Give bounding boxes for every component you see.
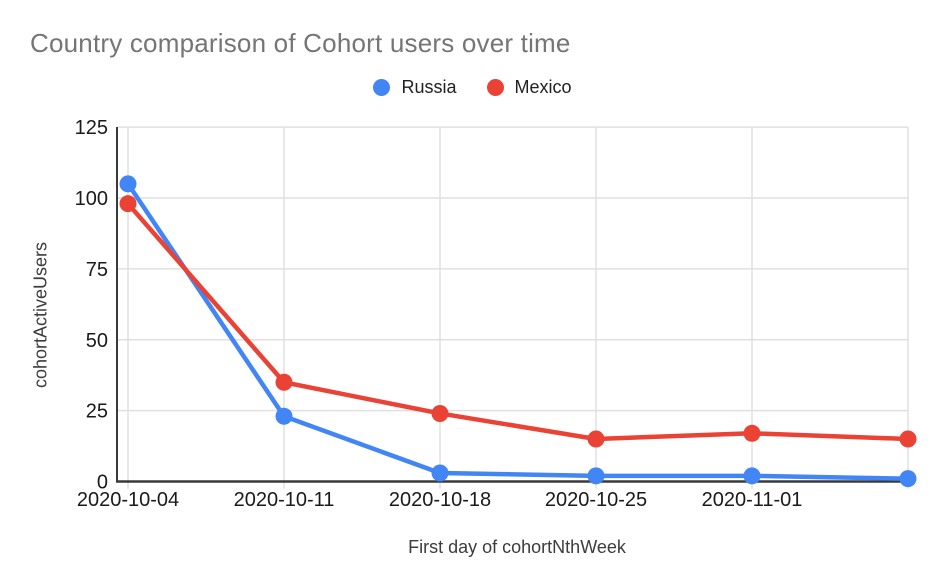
series-line-mexico xyxy=(125,201,911,442)
data-point-russia[interactable] xyxy=(587,467,605,485)
chart-legend: Russia Mexico xyxy=(0,77,945,98)
legend-label-mexico: Mexico xyxy=(514,77,572,97)
x-tick-label: 2020-10-18 xyxy=(389,489,491,511)
data-point-mexico[interactable] xyxy=(275,373,293,391)
x-tick-label: 2020-10-04 xyxy=(77,489,179,511)
legend-item-russia[interactable]: Russia xyxy=(373,77,457,98)
series-line-russia xyxy=(125,181,911,481)
data-point-russia[interactable] xyxy=(119,175,137,193)
x-tick-label: 2020-11-01 xyxy=(702,489,803,511)
y-tick-label: 0 xyxy=(97,472,108,494)
y-tick-label: 25 xyxy=(86,401,108,423)
data-point-mexico[interactable] xyxy=(899,430,917,448)
x-tick-label: 2020-10-25 xyxy=(545,489,647,511)
y-tick-label: 75 xyxy=(86,259,108,281)
legend-swatch-russia-icon xyxy=(373,79,391,96)
y-axis-title: cohortActiveUsers xyxy=(30,241,51,389)
x-axis-title: First day of cohortNthWeek xyxy=(408,537,626,557)
data-point-mexico[interactable] xyxy=(743,424,761,442)
data-point-russia[interactable] xyxy=(431,464,449,482)
y-tick-label: 125 xyxy=(75,117,108,139)
chart-title: Country comparison of Cohort users over … xyxy=(30,28,571,58)
y-tick-label: 50 xyxy=(86,330,108,352)
data-point-mexico[interactable] xyxy=(587,430,605,448)
data-point-mexico[interactable] xyxy=(119,195,137,213)
data-point-russia[interactable] xyxy=(899,470,917,488)
legend-label-russia: Russia xyxy=(401,77,457,97)
data-point-russia[interactable] xyxy=(275,407,293,425)
x-tick-label: 2020-10-11 xyxy=(234,489,335,511)
y-tick-label: 100 xyxy=(75,188,108,210)
data-point-mexico[interactable] xyxy=(431,404,449,422)
data-point-russia[interactable] xyxy=(743,467,761,485)
legend-swatch-mexico-icon xyxy=(486,79,504,96)
legend-item-mexico[interactable]: Mexico xyxy=(486,77,572,98)
